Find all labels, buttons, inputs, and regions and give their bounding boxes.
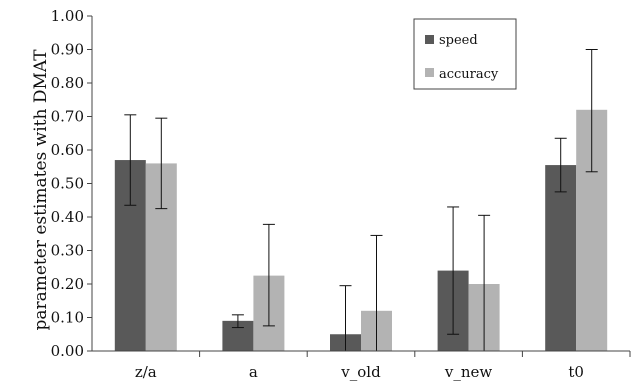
y-tick-label: 1.00 (51, 7, 84, 25)
bar-speed (545, 165, 577, 351)
legend-swatch-speed (425, 35, 434, 44)
x-tick-label: v_new (444, 363, 493, 381)
y-tick-label: 0.90 (51, 41, 84, 59)
error-bars (124, 49, 598, 352)
bars (114, 109, 608, 351)
x-tick-label: a (249, 363, 258, 381)
y-axis-ticks: 0.00 0.10 0.20 0.30 0.40 0.50 0.60 0.70 0.80 0.90… (51, 7, 92, 360)
y-tick-label: 0.50 (51, 175, 84, 193)
legend-label-accuracy: accuracy (439, 67, 499, 82)
y-tick-label: 0.70 (51, 108, 84, 126)
x-tick-label: v_old (340, 363, 381, 381)
y-tick-label: 0.10 (51, 309, 84, 327)
y-tick-label: 0.40 (51, 208, 84, 226)
legend: speed accuracy (413, 18, 517, 90)
y-tick-label: 0.80 (51, 74, 84, 92)
y-tick-label: 0.30 (51, 242, 84, 260)
x-axis-labels: z/a a v_old v_new t0 (135, 351, 631, 381)
x-tick-label: t0 (568, 363, 584, 381)
axes (91, 16, 630, 352)
y-tick-label: 0.20 (51, 275, 84, 293)
y-axis-label: parameter estimates with DMAT (31, 49, 51, 331)
legend-label-speed: speed (439, 33, 478, 48)
y-tick-label: 0.00 (51, 342, 84, 360)
x-tick-label: z/a (135, 363, 157, 381)
legend-swatch-accuracy (425, 68, 434, 77)
legend-box (413, 18, 517, 90)
y-tick-label: 0.60 (51, 141, 84, 159)
